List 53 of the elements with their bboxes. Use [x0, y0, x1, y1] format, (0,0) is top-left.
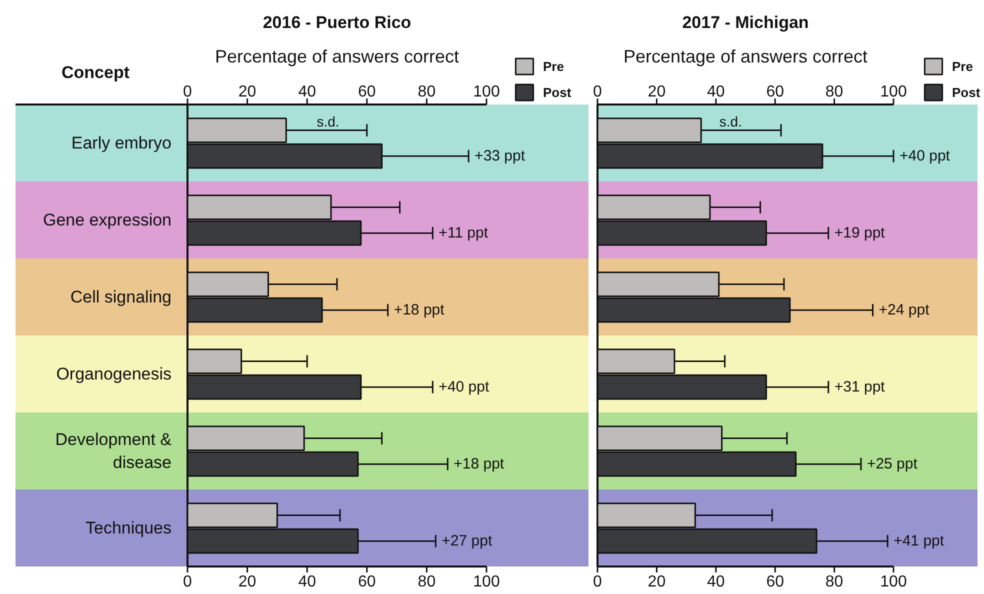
x2-tick-label: 60: [766, 574, 784, 590]
annotation: +24 ppt: [878, 302, 930, 319]
x2-tick-label: 20: [648, 574, 666, 590]
y-tick-label: Development & disease: [55, 430, 172, 472]
x2-tick-label: 0: [183, 574, 192, 590]
annotation: +27 ppt: [442, 532, 493, 550]
y-tick-label: Techniques: [85, 518, 172, 538]
x2-tick-label: 0: [593, 574, 602, 590]
annotation: +11 ppt: [438, 224, 489, 242]
x-tick-label: 0: [183, 84, 192, 100]
legend-label: Post: [952, 84, 980, 100]
annotation: +18 ppt: [454, 456, 505, 473]
x-tick-label: 60: [766, 84, 784, 100]
x2-tick-label: 80: [825, 574, 844, 590]
y-tick-label: Early embryo: [71, 134, 172, 152]
annotation: +33 ppt: [474, 148, 526, 165]
annotation: s.d.: [719, 113, 742, 130]
annotation: s.d.: [316, 113, 340, 130]
x-tick-label: 20: [648, 84, 666, 100]
x-tick-label: 100: [473, 84, 500, 100]
x-tick-label: 80: [825, 84, 844, 100]
x-tick-label: 60: [358, 84, 376, 100]
y-axis-title: Concept: [62, 63, 130, 82]
legend-label: Pre: [543, 58, 564, 74]
annotation: +40 ppt: [438, 378, 490, 396]
x-tick-label: 80: [418, 84, 436, 100]
text: +40 ppt: [900, 148, 951, 165]
x2-tick-label: 60: [358, 574, 376, 590]
x-tick-label: 20: [238, 84, 256, 100]
y-tick-label: Organogenesis: [56, 364, 172, 384]
text: +41 ppt: [894, 532, 945, 550]
x-tick-label: 40: [707, 84, 725, 100]
annotation: +19 ppt: [834, 224, 886, 242]
legend-label: Pre: [952, 58, 973, 74]
annotation: +31 ppt: [834, 378, 886, 396]
x2-axis-title: Percentage of answers correct: [214, 46, 460, 66]
legend-label: Post: [543, 84, 572, 100]
y-tick-label: Gene expression: [42, 210, 172, 230]
x2-tick-label: 40: [707, 574, 725, 590]
annotation: +18 ppt: [394, 302, 446, 319]
chart-title: 2017 - Michigan: [682, 13, 809, 32]
x2-tick-label: 40: [298, 574, 316, 590]
x2-tick-label: 20: [238, 574, 256, 590]
x-tick-label: 0: [593, 84, 602, 100]
x2-tick-label: 100: [473, 574, 500, 590]
annotation: +25 ppt: [866, 456, 918, 473]
x-tick-label: 40: [298, 84, 316, 100]
x-tick-label: 100: [880, 84, 907, 100]
chart-title: 2016 - Puerto Rico: [262, 13, 412, 32]
x2-axis-title: Percentage of answers correct: [623, 46, 868, 66]
x2-tick-label: 80: [418, 574, 436, 590]
x2-tick-label: 100: [880, 574, 907, 590]
y-tick-label: Cell signaling: [70, 288, 172, 306]
